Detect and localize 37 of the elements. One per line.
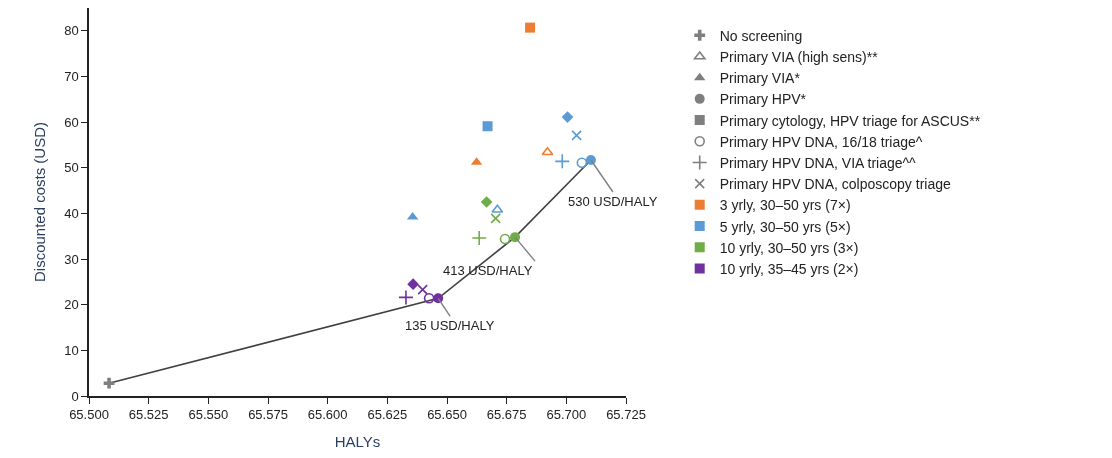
legend-label: Primary HPV DNA, colposcopy triage xyxy=(719,176,951,193)
y-tick-label: 0 xyxy=(71,388,79,404)
x-tick-label: 65.525 xyxy=(128,407,169,423)
legend-label: 5 yrly, 30–50 yrs (5×) xyxy=(719,218,851,235)
legend-label: Primary HPV DNA, 16/18 triage^ xyxy=(719,133,923,150)
x-tick-label: 65.600 xyxy=(307,407,348,423)
y-tick-label: 60 xyxy=(64,114,79,130)
y-tick-label: 50 xyxy=(64,160,79,176)
x-tick-label: 65.700 xyxy=(546,407,587,423)
y-tick-label: 40 xyxy=(64,205,79,221)
legend-label: Primary HPV* xyxy=(719,91,807,108)
x-tick-label: 65.650 xyxy=(427,407,467,423)
x-tick-label: 65.550 xyxy=(188,407,229,423)
legend-label: Primary VIA* xyxy=(719,70,801,87)
annotation: 530 USD/HALY xyxy=(568,194,658,209)
legend-label: 3 yrly, 30–50 yrs (7×) xyxy=(719,197,851,214)
x-tick-label: 65.725 xyxy=(606,407,646,423)
legend-label: 10 yrly, 35–45 yrs (2×) xyxy=(719,260,859,277)
legend-label: No screening xyxy=(719,27,803,44)
y-tick-label: 80 xyxy=(64,23,79,39)
legend-label: Primary cytology, HPV triage for ASCUS** xyxy=(719,112,981,129)
legend-label: Primary VIA (high sens)** xyxy=(719,48,879,65)
point xyxy=(103,377,115,389)
x-tick-label: 65.675 xyxy=(486,407,527,423)
y-tick-label: 30 xyxy=(64,251,79,267)
x-tick-label: 65.625 xyxy=(367,407,408,423)
x-tick-label: 65.500 xyxy=(69,407,109,423)
legend-label: 10 yrly, 30–50 yrs (3×) xyxy=(719,239,859,256)
x-axis-title: HALYs xyxy=(334,432,381,450)
annotation: 135 USD/HALY xyxy=(405,318,495,333)
y-axis-title: Discounted costs (USD) xyxy=(30,121,48,283)
legend-label: Primary HPV DNA, VIA triage^^ xyxy=(719,154,917,171)
y-tick-label: 70 xyxy=(64,69,79,85)
y-tick-label: 10 xyxy=(64,342,79,358)
y-tick-label: 20 xyxy=(64,297,79,313)
annotation: 413 USD/HALY xyxy=(443,263,533,278)
x-tick-label: 65.575 xyxy=(248,407,288,423)
